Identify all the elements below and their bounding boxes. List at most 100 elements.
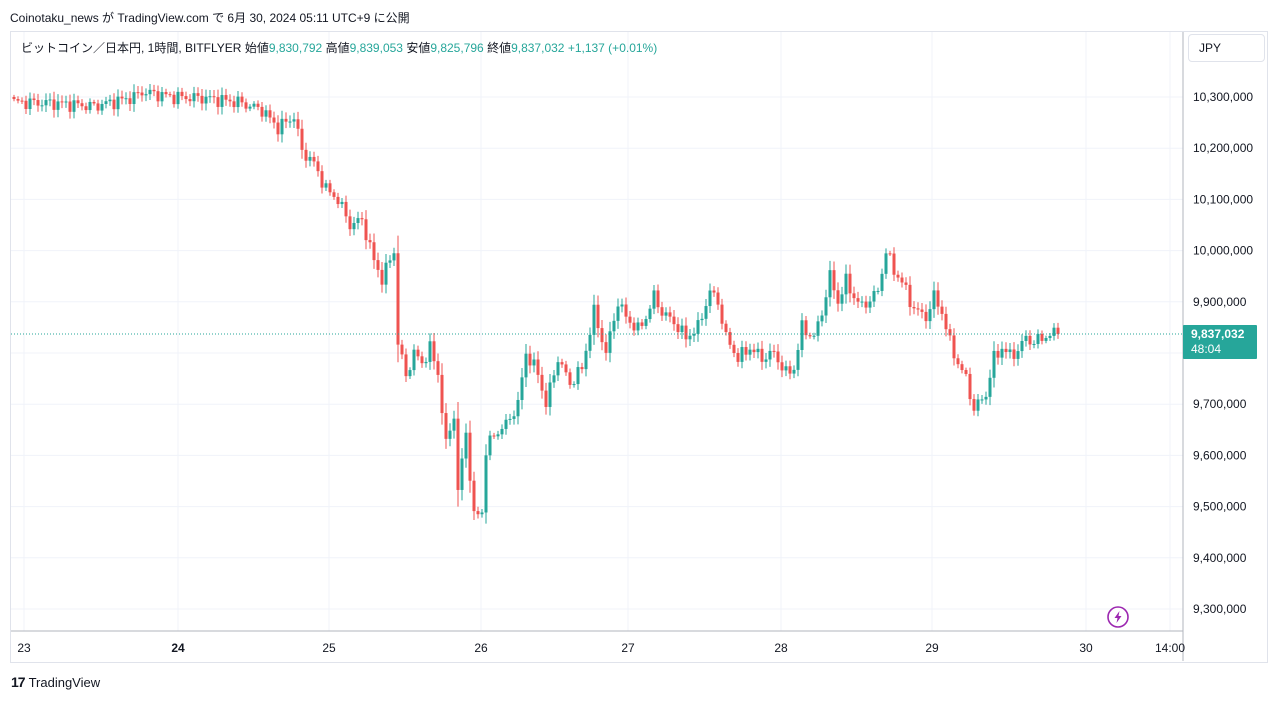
x-tick-label: 23 (17, 641, 31, 655)
candle-body (64, 101, 68, 103)
candle-body (168, 94, 172, 96)
candle-body (180, 91, 184, 97)
candle-body (228, 99, 232, 102)
brand-name: TradingView (28, 674, 101, 690)
candle-body (828, 270, 832, 298)
candle-body (936, 290, 940, 307)
tradingview-brand[interactable]: 17 TradingView (11, 674, 100, 690)
candle-body (160, 92, 164, 102)
candle-body (1028, 335, 1032, 345)
candle-body (92, 101, 96, 104)
y-tick-label: 9,900,000 (1193, 295, 1247, 309)
candle-body (1000, 348, 1004, 358)
candle-body (752, 349, 756, 353)
candle-body (360, 218, 364, 220)
candle-body (588, 334, 592, 351)
candle-body (104, 101, 108, 104)
candle-body (728, 332, 732, 345)
candle-body (504, 419, 508, 429)
candle-body (60, 101, 64, 103)
candle-body (824, 297, 828, 316)
y-tick-label: 9,500,000 (1193, 500, 1247, 514)
candle-body (596, 304, 600, 329)
candle-body (264, 110, 268, 117)
candle-body (356, 218, 360, 224)
candle-body (884, 253, 888, 274)
candle-body (836, 290, 840, 304)
candle-body (1056, 327, 1060, 335)
candle-body (572, 384, 576, 386)
candle-body (940, 306, 944, 314)
candle-body (1052, 327, 1056, 336)
candle-body (376, 260, 380, 270)
candle-body (352, 223, 356, 230)
candle-body (868, 301, 872, 308)
currency-selector[interactable]: JPY (1188, 34, 1265, 62)
candle-body (784, 366, 788, 371)
candle-body (80, 103, 84, 107)
candle-body (56, 101, 60, 110)
candle-body (304, 149, 308, 161)
candle-body (468, 432, 472, 481)
candle-body (316, 161, 320, 172)
candle-body (544, 390, 548, 407)
candle-body (1020, 340, 1024, 352)
candle-body (780, 362, 784, 371)
candle-body (584, 350, 588, 370)
y-tick-label: 9,600,000 (1193, 448, 1247, 462)
candle-body (724, 323, 728, 333)
candle-body (440, 374, 444, 414)
candle-body (844, 273, 848, 295)
low-label: 安値 (406, 41, 431, 55)
candle-body (856, 298, 860, 302)
candle-body (508, 418, 512, 420)
candle-body (640, 322, 644, 326)
candle-body (244, 102, 248, 109)
lightning-icon[interactable] (1107, 606, 1129, 628)
candle-body (612, 320, 616, 332)
candle-body (116, 96, 120, 110)
candle-body (196, 93, 200, 96)
candle-body (532, 359, 536, 366)
candle-body (636, 322, 640, 331)
candle-body (1012, 349, 1016, 359)
candle-body (864, 301, 868, 308)
symbol-name[interactable]: ビットコイン／日本円, 1時間, BITFLYER (21, 41, 242, 55)
candle-body (712, 290, 716, 293)
candle-body (336, 196, 340, 205)
candle-body (804, 320, 808, 336)
candle-body (788, 366, 792, 374)
candle-body (296, 119, 300, 129)
candle-body (308, 156, 312, 161)
candle-body (444, 413, 448, 439)
candle-body (600, 328, 604, 343)
candle-body (108, 99, 112, 102)
x-tick-label: 30 (1079, 641, 1093, 655)
y-tick-label: 9,400,000 (1193, 551, 1247, 565)
candle-body (132, 92, 136, 105)
candle-body (156, 91, 160, 102)
candle-body (772, 350, 776, 352)
candle-body (224, 95, 228, 100)
candle-body (948, 329, 952, 336)
candle-body (204, 96, 208, 104)
candle-body (484, 455, 488, 513)
candle-body (896, 274, 900, 278)
candle-body (408, 370, 412, 377)
candle-body (956, 358, 960, 365)
candle-body (608, 331, 612, 353)
candle-body (292, 119, 296, 122)
candle-body (984, 396, 988, 400)
candle-body (760, 348, 764, 362)
candle-body (988, 377, 992, 397)
candle-body (592, 304, 596, 335)
candle-body (632, 322, 636, 331)
candle-body (192, 93, 196, 102)
candle-body (380, 269, 384, 285)
candle-body (952, 335, 956, 359)
candle-body (680, 325, 684, 333)
candle-body (684, 325, 688, 340)
candle-body (312, 156, 316, 162)
candle-body (112, 99, 116, 110)
